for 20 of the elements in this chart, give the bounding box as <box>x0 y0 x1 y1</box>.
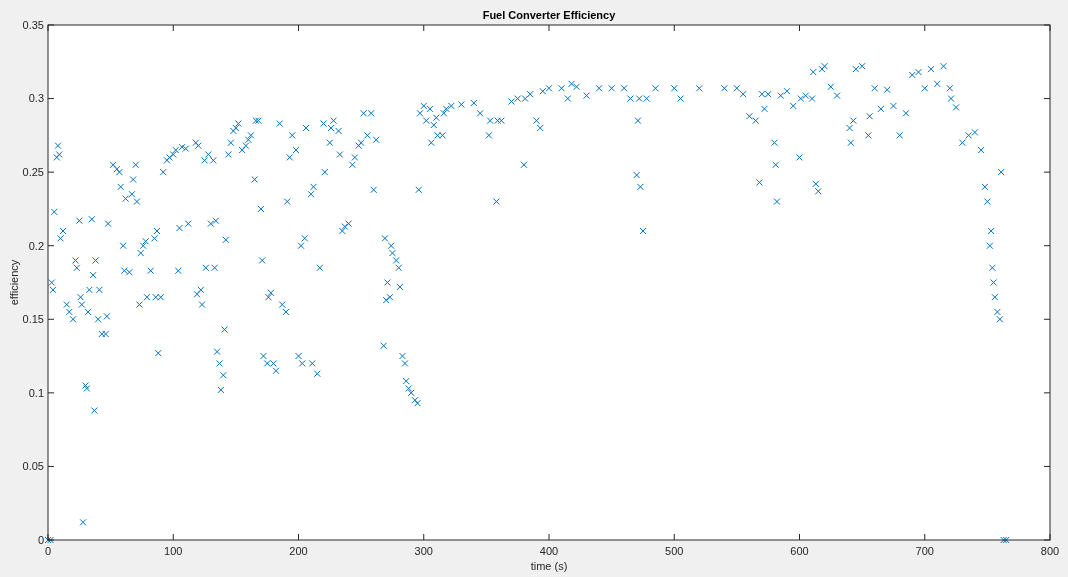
x-tick-label: 100 <box>164 545 183 557</box>
y-tick-label: 0.15 <box>22 313 44 326</box>
y-tick-label: 0.1 <box>28 386 44 399</box>
y-tick-label: 0.25 <box>22 165 44 178</box>
y-tick-label: 0.3 <box>28 92 44 105</box>
x-tick-label: 600 <box>790 545 809 557</box>
y-axis-title: efficiency <box>8 259 20 306</box>
x-tick-label: 700 <box>915 545 934 557</box>
x-axis-title: time (s) <box>530 560 568 572</box>
y-tick-label: 0.35 <box>22 18 44 31</box>
chart-title: Fuel Converter Efficiency <box>482 9 617 21</box>
x-tick-label: 500 <box>665 545 684 557</box>
x-tick-label: 800 <box>1040 545 1060 557</box>
x-tick-label: 400 <box>539 545 559 557</box>
y-tick-label: 0.2 <box>28 239 44 252</box>
x-tick-label: 300 <box>414 545 433 557</box>
y-tick-label: 0 <box>37 533 44 546</box>
x-tick-label: 200 <box>289 545 308 557</box>
y-tick-label: 0.05 <box>22 460 44 473</box>
x-tick-label: 0 <box>44 545 52 557</box>
